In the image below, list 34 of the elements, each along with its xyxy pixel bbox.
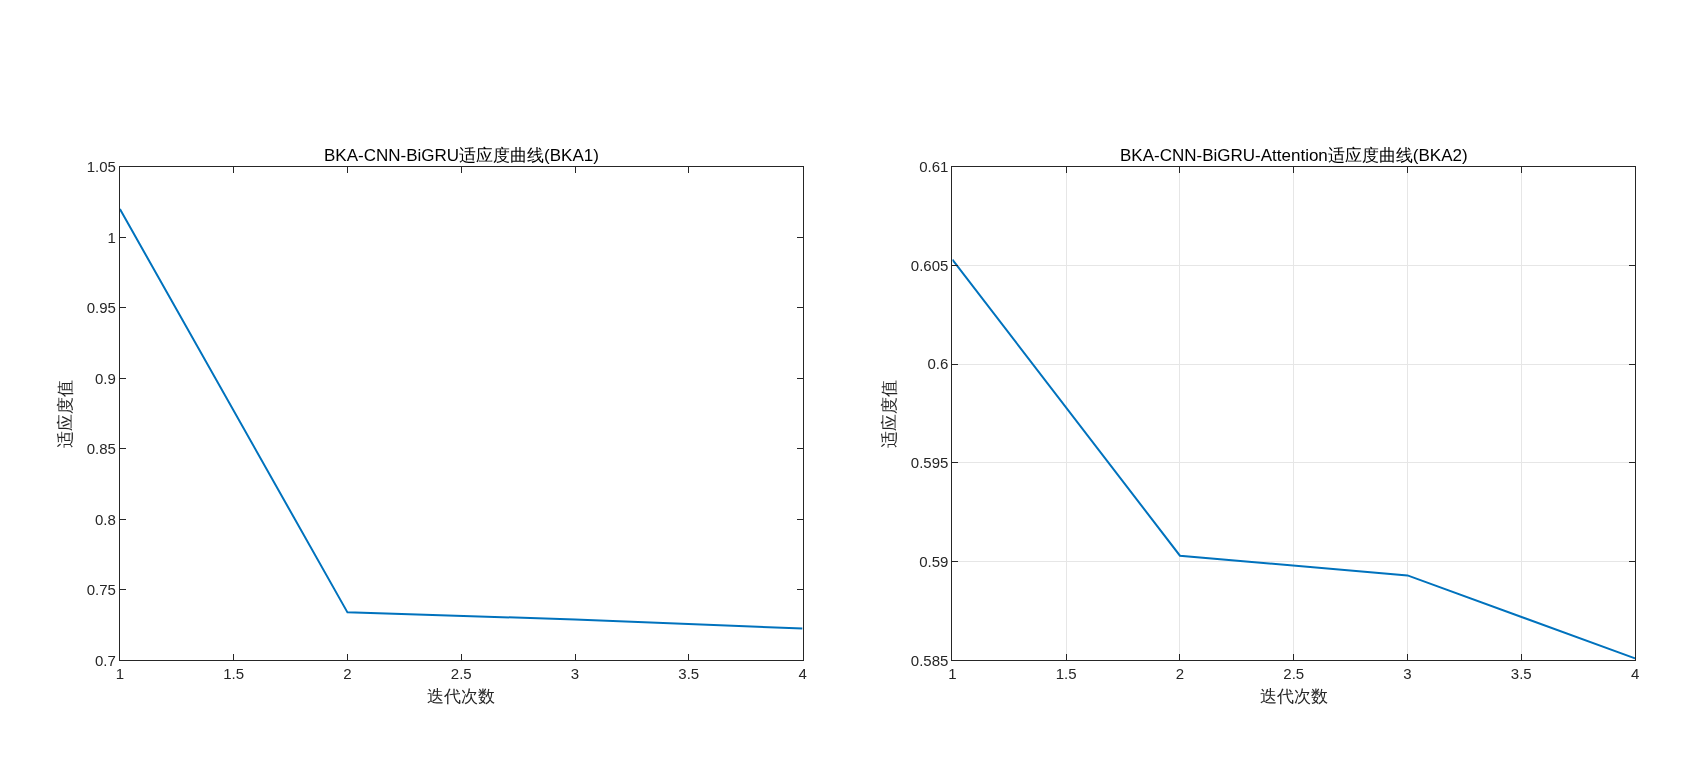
x-tick-label: 1.5 (223, 665, 245, 683)
x-tick-label: 4 (798, 665, 807, 683)
x-tick-label: 3.5 (1510, 665, 1532, 683)
y-tick-label: 0.85 (86, 440, 116, 458)
y-tick-label: 0.6 (927, 355, 949, 373)
y-axis-title: 适应度值 (880, 379, 900, 448)
x-tick-label: 2.5 (1283, 665, 1305, 683)
y-tick-label: 0.59 (919, 552, 949, 570)
line-series (119, 208, 803, 630)
x-tick-label: 2 (343, 665, 352, 683)
chart-title: BKA-CNN-BiGRU适应度曲线(BKA1) (324, 146, 599, 165)
x-tick-label: 2.5 (450, 665, 472, 683)
x-axis-title: 迭代次数 (1259, 686, 1328, 706)
y-tick-label: 0.8 (95, 510, 116, 528)
y-tick-label: 0.605 (910, 256, 949, 274)
x-tick-label: 1.5 (1055, 665, 1077, 683)
y-tick-label: 0.595 (910, 454, 949, 472)
y-tick-label: 0.585 (910, 651, 949, 669)
y-tick-label: 0.9 (95, 369, 116, 387)
x-tick-label: 3 (570, 665, 580, 683)
y-tick-label: 0.61 (919, 157, 949, 175)
y-tick-label: 0.7 (95, 651, 116, 669)
line-series (952, 258, 1636, 660)
x-tick-label: 4 (1630, 665, 1640, 683)
chart-title: BKA-CNN-BiGRU-Attention适应度曲线(BKA2) (1120, 146, 1468, 165)
y-tick-label: 1.05 (86, 157, 116, 175)
y-tick-label: 1 (107, 228, 116, 246)
y-tick-label: 0.95 (86, 299, 116, 317)
y-tick-label: 0.75 (86, 581, 116, 599)
x-axis-title: 迭代次数 (427, 686, 496, 706)
y-axis-title: 适应度值 (56, 379, 76, 448)
x-tick-label: 3.5 (678, 665, 700, 683)
x-tick-label: 2 (1175, 665, 1185, 683)
x-tick-label: 3 (1403, 665, 1412, 683)
